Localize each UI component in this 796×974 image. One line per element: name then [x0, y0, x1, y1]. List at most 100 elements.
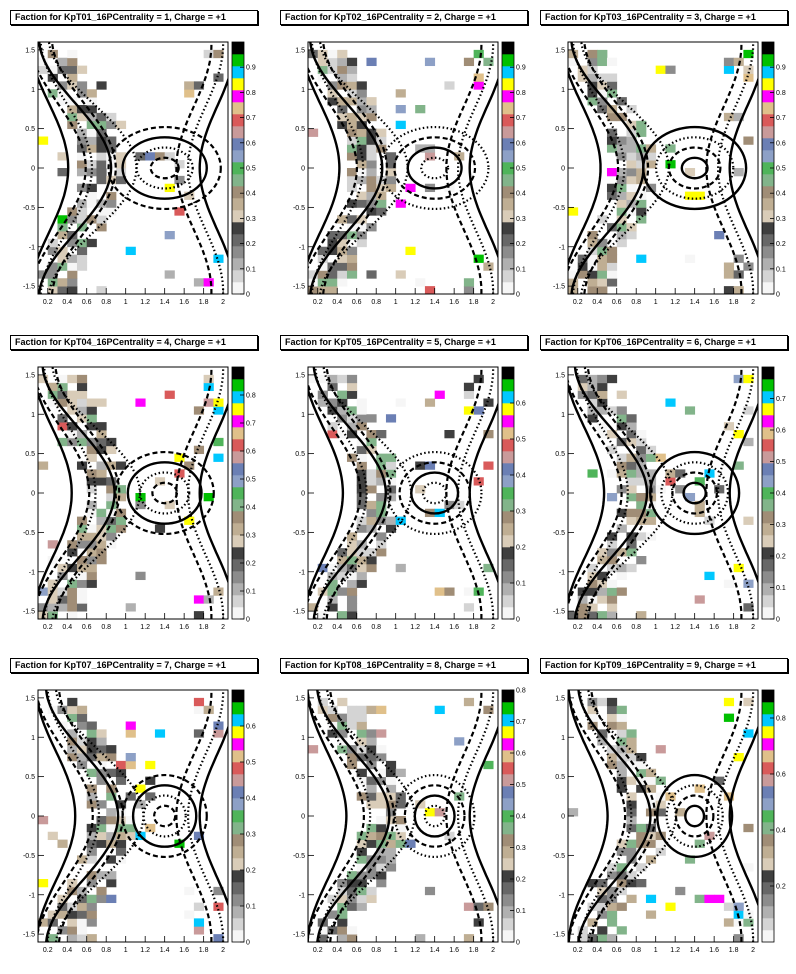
palette-swatch	[762, 762, 774, 775]
heatmap-cell	[125, 721, 136, 730]
palette-swatch	[502, 882, 514, 895]
palette-swatch	[502, 547, 514, 560]
z-tick-label: 0.4	[776, 491, 786, 498]
heatmap-cell	[616, 238, 627, 248]
heatmap-cell	[606, 406, 618, 415]
palette-swatch	[232, 571, 244, 584]
heatmap-cell	[67, 430, 78, 439]
contour-curve	[175, 42, 213, 294]
palette-swatch	[502, 150, 514, 163]
heatmap-cell	[67, 49, 78, 59]
z-tick-label: 0.4	[246, 796, 256, 803]
heatmap-cell	[337, 278, 348, 287]
heatmap-cell	[385, 477, 397, 486]
heatmap-cell	[317, 611, 328, 619]
heatmap-cell	[733, 934, 744, 942]
heatmap-cell	[96, 398, 107, 407]
heatmap-cell	[587, 563, 598, 573]
heatmap-cell	[463, 902, 475, 911]
heatmap-cell	[626, 477, 637, 486]
heatmap-cell	[463, 934, 475, 942]
heatmap-cell	[597, 73, 608, 82]
x-tick-label: 0.2	[313, 624, 323, 631]
heatmap-cell	[366, 871, 377, 880]
heatmap-cell	[568, 207, 579, 216]
heatmap-cell	[366, 729, 377, 738]
heatmap-cell	[174, 453, 185, 462]
heatmap-cell	[616, 839, 627, 848]
heatmap-cell	[47, 398, 58, 407]
contour-curve	[568, 380, 606, 606]
contour-curve	[568, 68, 602, 268]
palette-swatch	[232, 66, 244, 79]
y-tick-label: -0.5	[23, 530, 35, 537]
heatmap-cell	[96, 729, 107, 738]
heatmap-cell	[385, 168, 397, 177]
heatmap-cell	[346, 120, 358, 130]
heatmap-cell	[626, 548, 637, 557]
heatmap-cell	[395, 800, 406, 809]
heatmap-cell	[125, 792, 136, 801]
contour-ring	[107, 125, 222, 211]
heatmap-cell	[346, 571, 358, 581]
heatmap-cell	[213, 934, 224, 942]
contour-ring	[139, 471, 191, 515]
heatmap-cell	[606, 611, 618, 619]
heatmap-cell	[86, 469, 97, 478]
heatmap-cell	[96, 753, 107, 762]
heatmap-cell	[106, 493, 117, 502]
heatmap-cell	[86, 579, 97, 588]
heatmap-cell	[115, 831, 127, 841]
heatmap-cell	[366, 485, 377, 494]
heatmap-cell	[57, 910, 68, 919]
palette-swatch	[502, 810, 514, 823]
heatmap-cell	[606, 445, 618, 455]
heatmap-cell	[184, 89, 195, 98]
heatmap-cell	[67, 406, 78, 415]
heatmap-cell	[385, 776, 397, 785]
heatmap-cell	[473, 81, 484, 90]
palette-swatch	[762, 774, 774, 787]
heatmap-cell	[645, 800, 657, 809]
heatmap-cell	[86, 902, 97, 911]
heatmap-cell	[86, 105, 97, 114]
heatmap-cell	[597, 89, 608, 98]
heatmap-cell	[346, 713, 358, 722]
heatmap-cell	[405, 246, 416, 256]
z-tick-label: 0.8	[246, 90, 256, 97]
heatmap-cell	[704, 571, 715, 581]
heatmap-cell	[376, 705, 387, 715]
z-tick-label: 0.3	[776, 216, 786, 223]
heatmap-cell	[327, 430, 338, 439]
heatmap-cell	[86, 477, 97, 486]
heatmap-cell	[733, 270, 744, 279]
heatmap-cell	[645, 894, 657, 904]
heatmap-cell	[47, 611, 58, 619]
palette-swatch	[762, 415, 774, 428]
heatmap-cell	[616, 524, 627, 533]
heatmap-cell	[626, 120, 637, 130]
heatmap-cell	[346, 603, 358, 612]
heatmap-cell	[356, 223, 367, 232]
heatmap-cell	[337, 57, 348, 67]
x-tick-label: 0.6	[612, 947, 622, 954]
x-tick-label: 1.6	[449, 624, 459, 631]
heatmap-cell	[606, 469, 618, 478]
heatmap-cell	[636, 532, 647, 541]
heatmap-cell	[743, 374, 754, 384]
heatmap-cell	[366, 705, 377, 715]
heatmap-cell	[606, 587, 618, 596]
y-tick-label: -0.5	[293, 853, 305, 860]
heatmap-cell	[327, 705, 338, 715]
heatmap-cell	[694, 500, 705, 510]
heatmap-cell	[366, 524, 377, 533]
palette-swatch	[502, 379, 514, 392]
x-tick-label: 1	[394, 299, 398, 306]
palette-swatch	[502, 906, 514, 919]
y-tick-label: 1	[301, 87, 305, 94]
heatmap-cell	[115, 461, 127, 470]
contour-curve	[705, 367, 743, 619]
heatmap-cell	[616, 784, 627, 793]
heatmap-cell	[213, 453, 224, 462]
heatmap-cell	[193, 81, 205, 90]
